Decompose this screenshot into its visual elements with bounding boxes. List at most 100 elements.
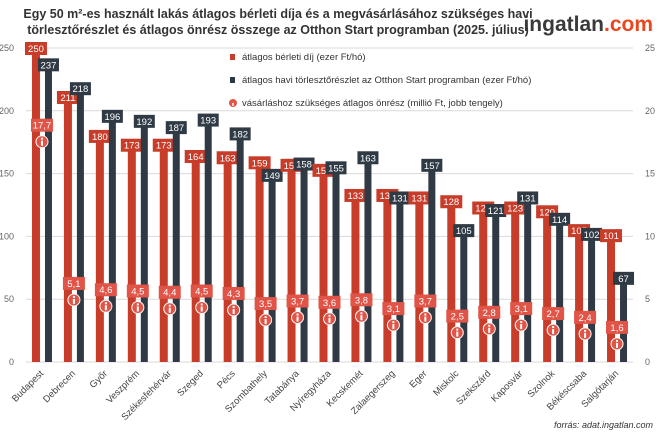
label-installment-text: 193 <box>200 116 216 127</box>
bar-group: 159 149 3,5 <box>248 156 283 362</box>
marker-icon-dot <box>520 321 523 324</box>
bar-rent <box>383 194 392 362</box>
category-label: Szolnok <box>526 368 558 400</box>
bar-rent <box>31 48 40 362</box>
y-tick-right: 10 <box>645 231 655 241</box>
label-down-payment-box <box>446 309 469 323</box>
label-installment-box <box>421 158 443 172</box>
label-rent-text: 211 <box>60 93 75 104</box>
label-rent-box <box>152 138 175 152</box>
marker-down-payment: 3,1 <box>382 302 405 332</box>
marker-icon-stem <box>584 332 587 338</box>
bar-installment <box>556 218 564 362</box>
label-rent: 131 <box>408 191 431 205</box>
marker-down-payment: 3,8 <box>350 293 373 323</box>
marker-down-payment: 3,7 <box>414 294 437 325</box>
label-down-payment-box <box>158 285 181 299</box>
marker-icon-dot <box>296 313 299 316</box>
label-installment: 218 <box>69 82 91 96</box>
marker-down-payment: 5,1 <box>62 276 85 307</box>
label-rent: 163 <box>216 151 239 165</box>
label-down-payment-box <box>414 294 437 308</box>
label-rent-text: 120 <box>539 207 555 218</box>
label-down-payment-box <box>30 118 53 132</box>
label-installment-text: 114 <box>552 215 567 226</box>
marker-down-payment: 4,5 <box>126 284 149 314</box>
bars: 25023717,72112185,11801964,61731924,5173… <box>24 42 635 363</box>
bar-group: 131 157 3,7 <box>408 158 443 362</box>
label-installment-box <box>261 168 283 182</box>
marker-down-payment: 2,7 <box>542 307 565 337</box>
label-rent: 101 <box>600 229 623 243</box>
label-installment-text: 102 <box>584 230 600 241</box>
marker-down-payment: 4,6 <box>94 283 117 313</box>
category-label: Szeged <box>175 368 206 399</box>
bar-installment <box>172 127 180 363</box>
marker-down-payment: 3,6 <box>318 295 341 326</box>
label-down-payment-box <box>222 286 245 300</box>
brand-name: ingatlan <box>523 13 604 36</box>
y-tick-left: 50 <box>4 294 14 304</box>
y-tick-right: 20 <box>645 106 655 116</box>
label-down-payment-text: 2,4 <box>578 313 591 324</box>
label-down-payment-text: 4,3 <box>227 289 240 300</box>
label-rent: 133 <box>344 188 367 202</box>
label-installment: 163 <box>357 151 379 165</box>
bar-installment <box>428 164 436 362</box>
label-down-payment-text: 3,1 <box>387 304 400 315</box>
label-down-payment-text: 4,6 <box>99 285 112 296</box>
label-installment-box <box>37 58 59 72</box>
bar-group: 180 196 4,6 <box>88 109 123 362</box>
label-rent: 173 <box>120 138 143 152</box>
label-installment-box <box>165 121 187 135</box>
marker-icon-dot <box>264 316 267 319</box>
label-installment-text: 237 <box>41 60 57 71</box>
label-installment-text: 187 <box>168 123 184 134</box>
legend-swatch <box>230 77 235 83</box>
category-label: Debrecen <box>41 368 78 405</box>
bar-installment <box>44 64 52 362</box>
marker-icon-stem <box>232 308 235 314</box>
label-installment: 67 <box>613 271 635 285</box>
bar-rent <box>575 230 584 362</box>
bar-group: 101 67 1,6 <box>600 229 635 362</box>
bar-rent <box>127 144 136 362</box>
brand-logo: ingatlan.com <box>523 13 653 36</box>
marker-icon-stem <box>168 307 171 313</box>
label-installment: 182 <box>229 127 251 140</box>
label-rent-box <box>24 42 47 55</box>
bar-installment <box>588 233 596 362</box>
label-installment-box <box>485 204 507 218</box>
label-down-payment-box <box>350 293 373 307</box>
marker-down-payment: 4,5 <box>190 284 213 314</box>
label-down-payment-box <box>542 307 565 321</box>
label-installment-box <box>69 82 91 96</box>
bar-rent <box>447 201 456 362</box>
bar-installment <box>108 115 116 362</box>
y-tick-left: 0 <box>9 357 14 367</box>
y-tick-right: 15 <box>645 169 655 179</box>
label-rent-text: 180 <box>92 132 108 143</box>
label-installment-text: 218 <box>72 84 88 95</box>
label-rent: 250 <box>24 42 47 55</box>
y-axis-left: 0 50 100 150 200 250 <box>0 43 14 367</box>
category-label: Miskolc <box>431 368 461 398</box>
bar-rent <box>351 194 360 362</box>
label-installment: 102 <box>581 227 603 241</box>
marker-icon-dot <box>584 329 587 332</box>
label-rent-text: 250 <box>28 44 44 55</box>
marker-icon-stem <box>424 316 427 322</box>
label-installment-text: 155 <box>328 163 344 174</box>
bar-group: 173 187 4,4 <box>152 121 187 363</box>
label-down-payment-text: 17,7 <box>33 121 52 132</box>
label-down-payment-text: 3,5 <box>259 299 272 310</box>
marker-icon-dot <box>552 326 555 329</box>
svg-text:ingatlan.com: ingatlan.com <box>523 13 653 36</box>
marker-icon-stem <box>456 331 459 337</box>
legend-label: vásárláshoz szükséges átlagos önrész (mi… <box>242 98 503 109</box>
label-installment: 121 <box>485 204 507 218</box>
bar-rent <box>255 162 264 362</box>
